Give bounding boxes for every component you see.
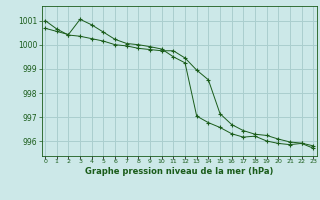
X-axis label: Graphe pression niveau de la mer (hPa): Graphe pression niveau de la mer (hPa) — [85, 167, 273, 176]
